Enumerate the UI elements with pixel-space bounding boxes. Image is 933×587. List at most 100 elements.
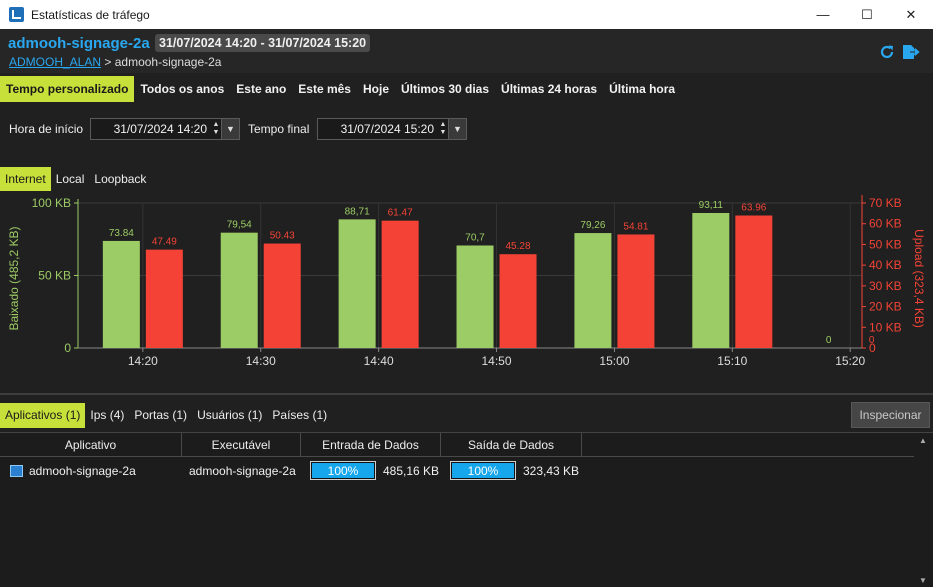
upload-bar-label: 61.47: [388, 208, 413, 219]
column-header-aplicativo[interactable]: Aplicativo: [0, 433, 182, 457]
upload-bar: [499, 254, 537, 348]
app-logo-icon: [9, 7, 24, 22]
end-time-dropdown-icon[interactable]: ▼: [448, 119, 466, 139]
minimize-button[interactable]: —: [816, 7, 830, 22]
upload-bar-label: 45.28: [506, 241, 531, 252]
upload-bar: [145, 249, 183, 348]
spin-up-icon[interactable]: ▲: [212, 121, 220, 128]
start-time-picker[interactable]: 31/07/2024 14:20 ▲ ▼ ▼: [90, 118, 240, 140]
download-bar-label: 70,7: [465, 232, 485, 243]
spin-down-icon[interactable]: ▼: [439, 129, 447, 136]
upload-bar: [735, 215, 773, 348]
upload-bar-label: 0: [869, 335, 875, 346]
end-time-spinner[interactable]: ▲ ▼: [438, 121, 448, 137]
tab-loopback[interactable]: Loopback: [94, 172, 147, 186]
time-range-row: Hora de início 31/07/2024 14:20 ▲ ▼ ▼ Tem…: [0, 117, 933, 141]
spin-up-icon[interactable]: ▲: [439, 121, 447, 128]
table-row[interactable]: admooh-signage-2a admooh-signage-2a 100%…: [0, 458, 914, 483]
end-time-label: Tempo final: [248, 122, 310, 136]
download-bar-label: 0: [826, 335, 832, 346]
maximize-button[interactable]: ☐: [861, 6, 873, 22]
right-tick-label: 0: [869, 341, 876, 355]
x-tick-label: 14:20: [128, 354, 158, 368]
end-time-value[interactable]: 31/07/2024 15:20: [340, 122, 434, 136]
application-icon: [10, 464, 23, 477]
exe-name: admooh-signage-2a: [189, 463, 296, 478]
x-tick-label: 14:50: [482, 354, 512, 368]
right-tick-label: 20 KB: [869, 300, 902, 314]
refresh-icon[interactable]: [878, 43, 896, 61]
outgoing-progress-fill: 100%: [452, 463, 514, 478]
outgoing-cell: 100% 323,43 KB: [450, 458, 579, 483]
tab-tempo-personalizado[interactable]: Tempo personalizado: [0, 76, 135, 102]
tab-este-ano[interactable]: Este ano: [236, 82, 287, 96]
scroll-down-icon[interactable]: ▼: [919, 576, 927, 585]
column-header-entrada[interactable]: Entrada de Dados: [301, 433, 441, 457]
tab-aplicativos[interactable]: Aplicativos (1): [0, 403, 86, 428]
outgoing-size: 323,43 KB: [523, 463, 580, 478]
x-tick-label: 15:20: [835, 354, 865, 368]
incoming-cell: 100% 485,16 KB: [310, 458, 439, 483]
breadcrumb-group-link[interactable]: ADMOOH_ALAN: [9, 55, 102, 69]
close-button[interactable]: ✕: [905, 6, 917, 22]
vertical-scrollbar[interactable]: ▲ ▼: [914, 433, 933, 587]
upload-bar-label: 47.49: [152, 237, 177, 248]
column-header-saida[interactable]: Saída de Dados: [441, 433, 582, 457]
start-time-spinner[interactable]: ▲ ▼: [211, 121, 221, 137]
section-divider: [0, 393, 933, 395]
end-time-picker[interactable]: 31/07/2024 15:20 ▲ ▼ ▼: [317, 118, 467, 140]
tab-portas[interactable]: Portas (1): [134, 408, 188, 422]
export-icon[interactable]: [902, 43, 920, 61]
time-range-tabs: Tempo personalizado Todos os anos Este a…: [0, 76, 681, 102]
download-bar-label: 79,54: [227, 220, 252, 231]
tab-este-mes[interactable]: Este mês: [298, 82, 351, 96]
window-title: Estatísticas de tráfego: [31, 7, 150, 22]
right-tick-label: 60 KB: [869, 217, 902, 231]
left-tick-label: 50 KB: [38, 269, 71, 283]
x-tick-label: 15:00: [599, 354, 629, 368]
right-tick-label: 30 KB: [869, 279, 902, 293]
upload-bar-label: 50.43: [270, 231, 295, 242]
download-bar-label: 79,26: [580, 220, 605, 231]
tab-ultima-hora[interactable]: Última hora: [609, 82, 676, 96]
breadcrumb: ADMOOH_ALAN > admooh-signage-2a: [9, 55, 221, 69]
upload-bar: [617, 234, 655, 348]
download-bar: [102, 240, 140, 348]
spin-down-icon[interactable]: ▼: [212, 129, 220, 136]
outgoing-progress-bar: 100%: [450, 461, 516, 480]
tab-local[interactable]: Local: [55, 172, 85, 186]
download-bar: [338, 219, 376, 348]
start-time-label: Hora de início: [9, 122, 84, 136]
table-header: Aplicativo Executável Entrada de Dados S…: [0, 433, 914, 457]
device-name: admooh-signage-2a: [8, 35, 150, 52]
network-tabs: Internet Local Loopback: [0, 167, 151, 191]
column-header-executavel[interactable]: Executável: [182, 433, 301, 457]
tab-internet[interactable]: Internet: [0, 167, 51, 191]
tab-hoje[interactable]: Hoje: [362, 82, 389, 96]
x-tick-label: 14:40: [364, 354, 394, 368]
right-tick-label: 70 KB: [869, 196, 902, 210]
start-time-dropdown-icon[interactable]: ▼: [221, 119, 239, 139]
right-axis-title: Upload (323,4 KB): [912, 229, 926, 328]
applications-table: Aplicativo Executável Entrada de Dados S…: [0, 432, 933, 587]
inspect-button[interactable]: Inspecionar: [851, 402, 930, 428]
tab-ips[interactable]: Ips (4): [90, 408, 125, 422]
start-time-value[interactable]: 31/07/2024 14:20: [113, 122, 207, 136]
title-bar: Estatísticas de tráfego — ☐ ✕: [0, 0, 933, 29]
date-range-badge: 31/07/2024 14:20 - 31/07/2024 15:20: [155, 34, 371, 52]
download-bar-label: 88,71: [345, 206, 370, 217]
tab-todos-os-anos[interactable]: Todos os anos: [140, 82, 225, 96]
x-tick-label: 15:10: [717, 354, 747, 368]
app-cell: admooh-signage-2a: [10, 458, 136, 483]
download-bar: [692, 212, 730, 348]
tab-usuarios[interactable]: Usuários (1): [197, 408, 263, 422]
left-tick-label: 0: [64, 341, 71, 355]
tab-ultimos-30-dias[interactable]: Últimos 30 dias: [401, 82, 490, 96]
tab-paises[interactable]: Países (1): [272, 408, 328, 422]
scroll-up-icon[interactable]: ▲: [919, 436, 927, 445]
app-name: admooh-signage-2a: [29, 463, 136, 478]
right-tick-label: 10 KB: [869, 320, 902, 334]
column-header-filler: [582, 433, 914, 457]
tab-ultimas-24-horas[interactable]: Últimas 24 horas: [501, 82, 598, 96]
incoming-size: 485,16 KB: [383, 463, 440, 478]
